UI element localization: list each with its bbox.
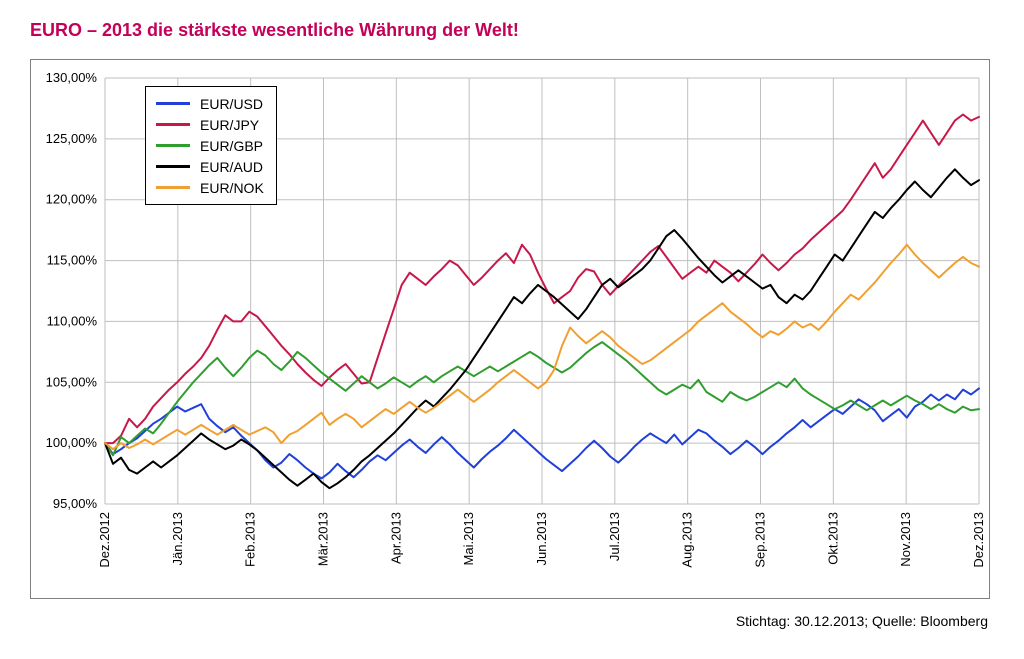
- svg-text:Jän.2013: Jän.2013: [170, 512, 185, 566]
- legend-item: EUR/USD: [156, 93, 264, 114]
- svg-text:Dez.2013: Dez.2013: [971, 512, 986, 568]
- legend-item: EUR/AUD: [156, 156, 264, 177]
- svg-text:Nov.2013: Nov.2013: [898, 512, 913, 567]
- svg-text:Mai.2013: Mai.2013: [461, 512, 476, 565]
- svg-text:Jun.2013: Jun.2013: [534, 512, 549, 566]
- legend-label: EUR/NOK: [200, 180, 264, 196]
- svg-text:Dez.2012: Dez.2012: [97, 512, 112, 568]
- svg-text:130,00%: 130,00%: [46, 70, 98, 85]
- svg-text:Apr.2013: Apr.2013: [388, 512, 403, 564]
- legend-item: EUR/GBP: [156, 135, 264, 156]
- svg-text:Aug.2013: Aug.2013: [680, 512, 695, 568]
- chart-title: EURO – 2013 die stärkste wesentliche Wäh…: [30, 20, 994, 41]
- legend-item: EUR/NOK: [156, 177, 264, 198]
- legend-swatch: [156, 123, 190, 126]
- legend-label: EUR/JPY: [200, 117, 259, 133]
- legend-label: EUR/GBP: [200, 138, 263, 154]
- legend-swatch: [156, 186, 190, 189]
- svg-text:115,00%: 115,00%: [47, 253, 98, 268]
- svg-text:105,00%: 105,00%: [46, 374, 98, 389]
- svg-text:Jul.2013: Jul.2013: [607, 512, 622, 561]
- legend-label: EUR/AUD: [200, 159, 263, 175]
- legend-swatch: [156, 165, 190, 168]
- legend-item: EUR/JPY: [156, 114, 264, 135]
- chart-container: EUR/USD EUR/JPY EUR/GBP EUR/AUD EUR/NOK 95,0…: [30, 59, 990, 599]
- svg-text:110,00%: 110,00%: [47, 313, 98, 328]
- svg-text:Okt.2013: Okt.2013: [825, 512, 840, 565]
- svg-text:125,00%: 125,00%: [46, 131, 98, 146]
- svg-text:100,00%: 100,00%: [46, 435, 98, 450]
- source-line: Stichtag: 30.12.2013; Quelle: Bloomberg: [30, 613, 994, 629]
- legend: EUR/USD EUR/JPY EUR/GBP EUR/AUD EUR/NOK: [145, 86, 277, 205]
- legend-swatch: [156, 102, 190, 105]
- svg-text:Feb.2013: Feb.2013: [243, 512, 258, 567]
- svg-text:95,00%: 95,00%: [53, 496, 98, 511]
- legend-swatch: [156, 144, 190, 147]
- svg-text:Sep.2013: Sep.2013: [753, 512, 768, 568]
- svg-text:120,00%: 120,00%: [46, 192, 98, 207]
- svg-text:Mär.2013: Mär.2013: [316, 512, 331, 566]
- legend-label: EUR/USD: [200, 96, 263, 112]
